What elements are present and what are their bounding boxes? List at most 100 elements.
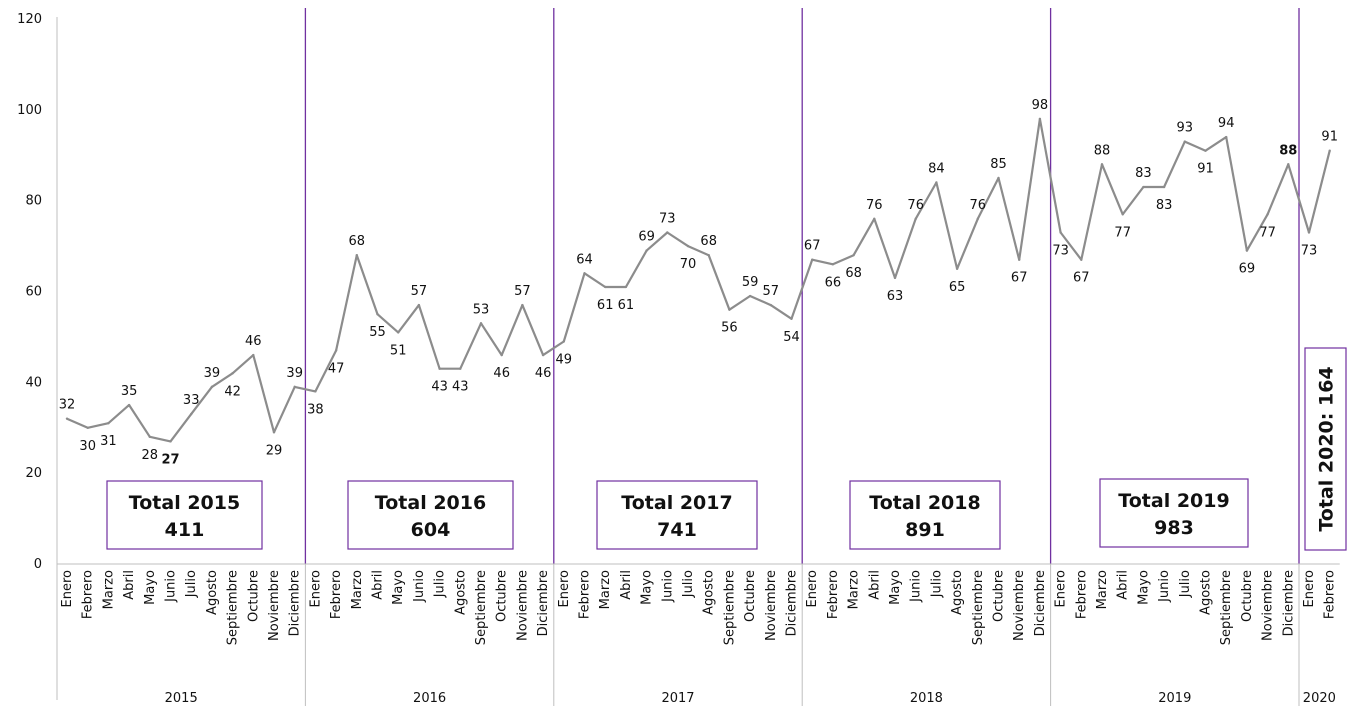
data-point [459, 367, 462, 370]
data-label: 43 [452, 380, 469, 395]
data-point [1266, 213, 1269, 216]
x-tick-label: Octubre [495, 570, 510, 622]
x-tick-label: Marzo [101, 570, 116, 609]
data-point [417, 303, 421, 307]
x-tick-label: Agosto [950, 570, 965, 615]
year-total-text: Total 2017 [621, 492, 732, 514]
data-point [169, 440, 172, 443]
x-tick-label: Mayo [391, 570, 406, 605]
x-axis: 2015 2016 2017 2018 2019 2020 Enero Febrero Marz… [57, 563, 1340, 706]
data-label: 66 [825, 275, 842, 290]
data-label: 61 [597, 298, 614, 313]
data-label: 83 [1135, 166, 1152, 181]
data-label: 73 [659, 211, 676, 226]
x-tick-label: Diciembre [785, 570, 800, 636]
data-point [1245, 249, 1249, 252]
series-line [66, 117, 1331, 443]
year-total-box [1099, 478, 1249, 548]
year-total-text: 983 [1154, 517, 1194, 539]
data-point [955, 267, 959, 270]
year-label: 2018 [910, 691, 943, 706]
data-point [935, 181, 938, 184]
data-point [624, 285, 628, 289]
x-tick-label: Julio [184, 570, 199, 598]
data-point [438, 367, 441, 370]
data-point [86, 426, 89, 429]
data-label: 57 [763, 284, 780, 299]
data-label: 84 [928, 162, 945, 177]
data-point [997, 176, 1000, 180]
year-total-text: Total 2016 [375, 492, 486, 514]
data-label: 85 [990, 157, 1007, 172]
data-label: 67 [1073, 271, 1090, 286]
data-point [314, 390, 317, 393]
data-point [1307, 231, 1311, 234]
year-total-text: Total 2015 [129, 492, 240, 514]
x-tick-label: Julio [1178, 570, 1193, 598]
x-tick-label: Octubre [246, 570, 261, 622]
data-label: 54 [783, 330, 800, 345]
data-point [1121, 213, 1124, 216]
data-label: 51 [390, 343, 407, 358]
y-tick-label: 60 [25, 285, 42, 300]
data-point [1100, 163, 1104, 166]
data-label: 93 [1177, 121, 1194, 136]
data-label: 46 [245, 334, 262, 349]
data-point [645, 249, 648, 252]
data-label: 73 [1301, 243, 1318, 258]
year-label: 2015 [165, 691, 198, 706]
x-tick-label: Febrero [1323, 570, 1338, 619]
data-label: 70 [680, 257, 697, 272]
x-tick-label: Enero [1054, 570, 1069, 608]
year-label: 2017 [661, 691, 694, 706]
data-label: 69 [1239, 262, 1256, 277]
x-tick-label: Enero [308, 570, 323, 608]
data-label: 77 [1114, 225, 1131, 240]
year-total-box [347, 480, 514, 550]
x-tick-label: Junio [164, 570, 179, 603]
year-label: 2020 [1303, 691, 1336, 706]
y-axis: 0 20 40 60 80 100 120 [17, 12, 58, 700]
year-total-text: 891 [905, 519, 945, 541]
data-point [1059, 231, 1062, 234]
data-point [1018, 258, 1021, 261]
x-tick-label: Abril [371, 570, 386, 600]
x-tick-label: Marzo [350, 570, 365, 609]
y-tick-label: 120 [17, 12, 42, 27]
data-label: 59 [742, 275, 759, 290]
data-point [1038, 117, 1042, 121]
x-tick-label: Abril [1116, 570, 1131, 600]
data-label: 63 [887, 289, 904, 304]
data-label: 30 [79, 439, 96, 454]
x-tick-label: Agosto [453, 570, 468, 615]
data-point [397, 331, 400, 334]
year-total-box [596, 480, 758, 550]
data-label: 76 [970, 198, 987, 213]
data-point [728, 308, 731, 311]
year-total-box [106, 480, 263, 550]
data-label: 68 [349, 234, 366, 249]
x-tick-label: Marzo [1095, 570, 1110, 609]
data-label: 91 [1321, 130, 1338, 145]
data-point [686, 244, 690, 248]
data-point [769, 303, 772, 307]
data-label: 91 [1197, 162, 1214, 177]
data-point [604, 285, 607, 289]
data-label: 67 [1011, 271, 1028, 286]
x-tick-label: Junio [909, 570, 924, 603]
data-point [666, 231, 669, 234]
data-point [852, 253, 855, 257]
data-point [583, 272, 586, 275]
data-point [107, 422, 110, 425]
data-point [252, 353, 255, 357]
x-tick-label: Septiembre [226, 570, 241, 645]
year-total-text: Total 2019 [1118, 490, 1229, 512]
x-tick-label: Octubre [992, 570, 1007, 622]
data-label: 76 [907, 198, 924, 213]
year-total-text: 411 [165, 519, 205, 541]
data-label: 61 [618, 298, 635, 313]
data-point [707, 253, 710, 257]
data-label: 83 [1156, 198, 1173, 213]
data-point [976, 217, 979, 221]
